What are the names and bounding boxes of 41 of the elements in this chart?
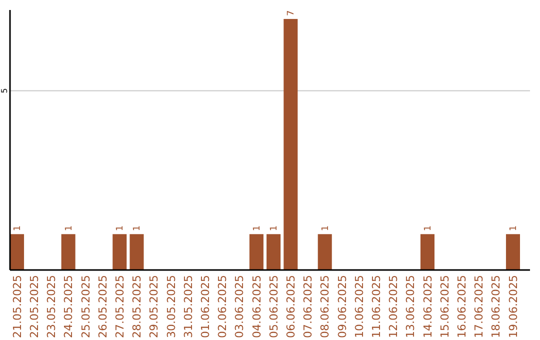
x-tick-label: 05.06.2025 — [267, 275, 280, 338]
x-tick-label: 01.06.2025 — [198, 275, 212, 338]
x-tick-label: 12.06.2025 — [387, 275, 400, 338]
x-tick-label: 18.06.2025 — [490, 275, 503, 338]
x-tick-label: 19.06.2025 — [506, 275, 520, 338]
x-tick-label: 21.05.2025 — [10, 275, 24, 338]
x-tick-label: 16.06.2025 — [456, 275, 469, 338]
x-tick-label: 02.06.2025 — [216, 275, 230, 338]
data-label: 7 — [286, 10, 297, 16]
x-tick-label: 30.05.2025 — [164, 275, 178, 338]
data-label: 1 — [270, 225, 280, 232]
x-tick-label: 03.06.2025 — [233, 275, 246, 338]
x-tick-label: 10.06.2025 — [352, 275, 366, 338]
data-label: 1 — [116, 225, 126, 232]
data-label: 1 — [252, 225, 262, 232]
x-tick-label: 11.06.2025 — [370, 275, 384, 338]
x-tick-label: 07.06.2025 — [302, 275, 315, 338]
y-tick-label: 5 — [0, 88, 9, 94]
x-tick-label: 17.06.2025 — [472, 275, 486, 338]
data-label: 1 — [423, 225, 434, 232]
x-tick-label: 27.05.2025 — [113, 275, 126, 338]
x-tick-label: 28.05.2025 — [130, 275, 144, 338]
x-tick-label: 23.05.2025 — [45, 275, 58, 338]
data-label: 1 — [13, 225, 24, 232]
x-tick-label: 13.06.2025 — [404, 275, 418, 338]
data-label: 1 — [64, 225, 74, 232]
x-tick-label: 31.05.2025 — [182, 275, 195, 338]
data-label: 1 — [320, 225, 331, 232]
x-tick-label: 22.05.2025 — [28, 275, 41, 338]
x-tick-label: 26.05.2025 — [96, 275, 110, 338]
x-tick-label: 15.06.2025 — [438, 275, 452, 338]
data-label: 1 — [508, 225, 519, 232]
x-tick-label: 06.06.2025 — [284, 275, 298, 338]
x-tick-label: 25.05.2025 — [79, 275, 92, 338]
data-label: 1 — [132, 225, 143, 232]
x-tick-label: 14.06.2025 — [421, 275, 434, 338]
x-tick-label: 08.06.2025 — [318, 275, 332, 338]
x-tick-label: 29.05.2025 — [148, 275, 161, 338]
x-tick-label: 09.06.2025 — [336, 275, 349, 338]
x-tick-label: 24.05.2025 — [62, 275, 76, 338]
x-tick-label: 04.06.2025 — [250, 275, 264, 338]
